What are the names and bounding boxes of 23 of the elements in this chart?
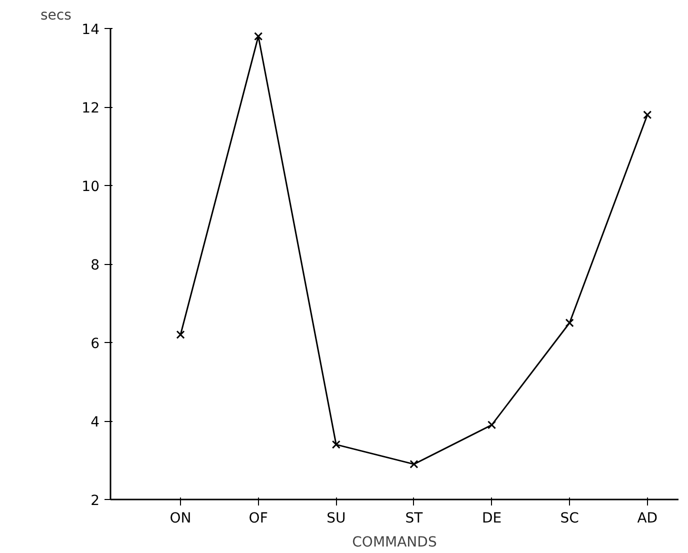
y-tick-label: 14: [82, 22, 100, 38]
x-tick-label: AD: [637, 510, 658, 526]
point: [487, 420, 496, 430]
point: [332, 440, 340, 449]
x-tick-label: ON: [170, 510, 192, 526]
y-tick-label: 6: [90, 336, 100, 352]
y-tick-label: 12: [82, 100, 100, 116]
point: [643, 110, 652, 120]
x-tick-label: OF: [248, 510, 268, 526]
y-tick-label: 10: [82, 179, 100, 195]
point: [565, 318, 574, 328]
y-tick-label: 8: [90, 258, 100, 274]
point: [254, 32, 263, 41]
y-tick-label: 4: [90, 414, 100, 430]
y-axis-title: secs: [40, 8, 72, 24]
point: [176, 330, 185, 339]
x-axis-title: COMMANDS: [352, 534, 437, 550]
x-tick-label: DE: [482, 510, 502, 526]
x-tick-label: SU: [326, 510, 346, 526]
x-tick-label: ST: [405, 510, 424, 526]
point: [410, 460, 418, 468]
y-tick-label: 2: [90, 493, 100, 509]
x-tick-label: SC: [560, 510, 580, 526]
